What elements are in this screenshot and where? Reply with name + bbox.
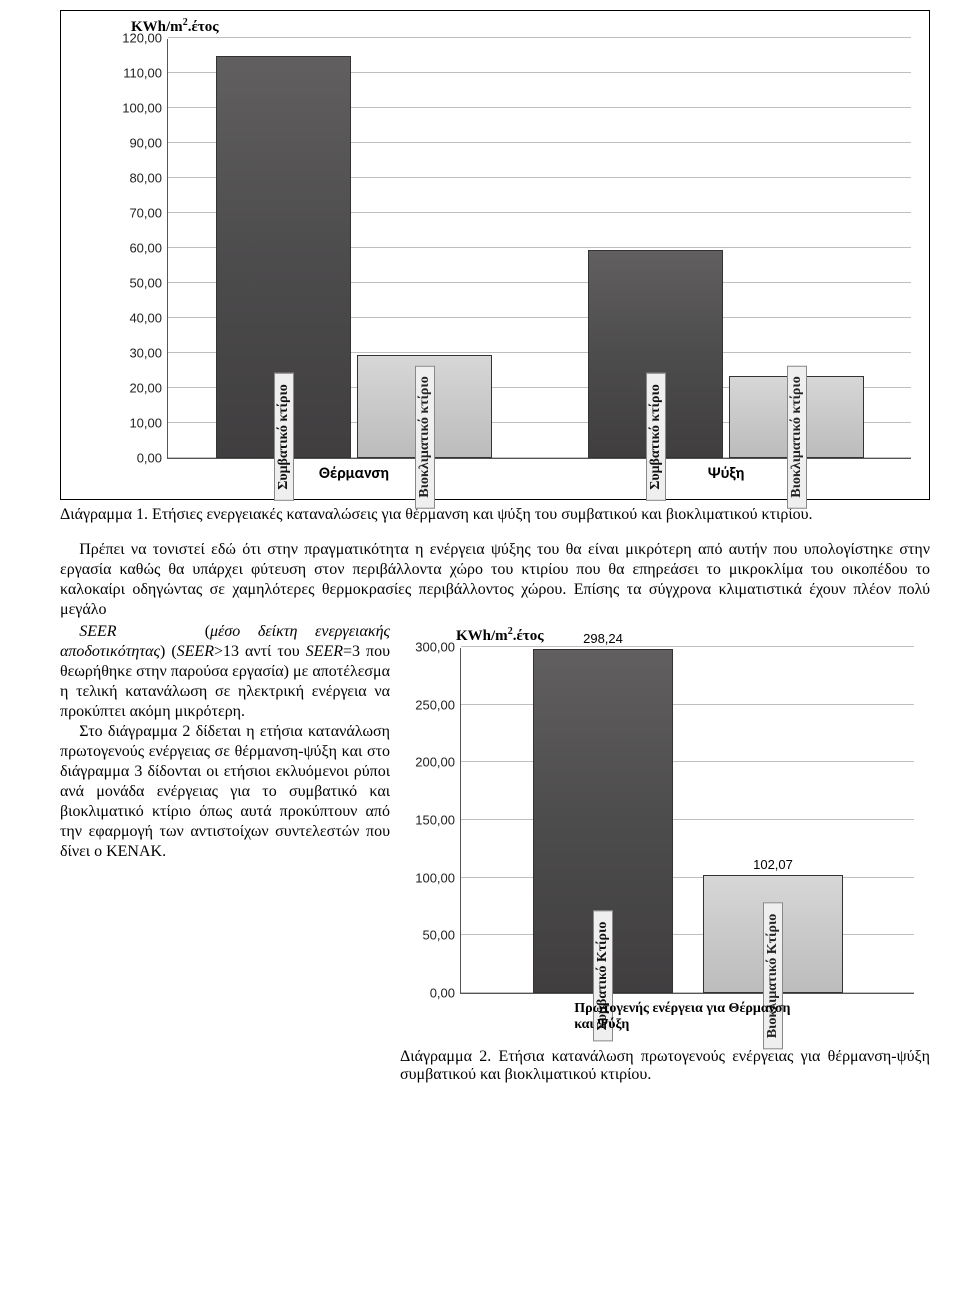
- right-chart-column: KWh/m2.έτος 0,0050,00100,00150,00200,002…: [400, 622, 930, 1084]
- chart1-y-tick-label: 30,00: [129, 346, 162, 361]
- chart2-gridline: [461, 704, 914, 705]
- chart1-plot-area: 0,0010,0020,0030,0040,0050,0060,0070,008…: [167, 39, 911, 459]
- chart1-bar-label: Συμβατικό κτίριο: [274, 373, 294, 501]
- chart1-gridline: [168, 37, 911, 38]
- chart1-bar-label: Συμβατικό κτίριο: [646, 373, 666, 501]
- chart2-bar: 102,07Βιοκλιματικό Κτίριο: [703, 875, 843, 993]
- chart2-y-tick-label: 100,00: [415, 870, 455, 885]
- chart1-y-tick-label: 0,00: [137, 451, 162, 466]
- chart2-box: KWh/m2.έτος 0,0050,00100,00150,00200,002…: [400, 622, 930, 1042]
- page: KWh/m2.έτος 0,0010,0020,0030,0040,0050,0…: [0, 0, 960, 1104]
- chart2-y-tick-label: 50,00: [422, 928, 455, 943]
- chart1-y-tick-label: 110,00: [123, 66, 162, 81]
- lower-row: SEER (μέσο δείκτη ενεργειακής αποδοτικότ…: [60, 622, 930, 1084]
- chart2-gridline: [461, 646, 914, 647]
- chart1-x-category-label: Θέρμανση: [319, 464, 389, 483]
- chart1-bar: Βιοκλιματικό κτίριο: [729, 376, 864, 458]
- chart1-bar: Συμβατικό κτίριο: [588, 250, 723, 458]
- chart2-bar-value-label: 102,07: [753, 857, 793, 872]
- chart1-bar: Βιοκλιματικό κτίριο: [357, 355, 492, 458]
- chart2-y-tick-label: 0,00: [430, 986, 455, 1001]
- chart1-y-tick-label: 120,00: [122, 31, 162, 46]
- chart2-plot-area: 0,0050,00100,00150,00200,00250,00300,002…: [460, 648, 914, 994]
- chart1-bar-label: Βιοκλιματικό κτίριο: [415, 365, 435, 508]
- paragraph-left-b: Στο διάγραμμα 2 δίδεται η ετήσια κατανάλ…: [60, 722, 390, 862]
- chart2-gridline: [461, 761, 914, 762]
- seer-line: SEER (μέσο δείκτη ενεργειακής αποδοτικότ…: [60, 622, 390, 722]
- seer-label: SEER: [79, 623, 116, 640]
- chart2-y-tick-label: 300,00: [415, 640, 455, 655]
- chart2-y-tick-label: 250,00: [415, 697, 455, 712]
- left-text-column: SEER (μέσο δείκτη ενεργειακής αποδοτικότ…: [60, 622, 390, 862]
- chart2-gridline: [461, 934, 914, 935]
- chart1-y-tick-label: 80,00: [129, 171, 162, 186]
- chart1-y-tick-label: 70,00: [129, 206, 162, 221]
- chart2-bar-value-label: 298,24: [583, 631, 623, 646]
- chart1-x-category-label: Ψύξη: [708, 464, 745, 483]
- chart2-gridline: [461, 819, 914, 820]
- chart1-bar: Συμβατικό κτίριο: [216, 56, 351, 459]
- chart1-y-tick-label: 10,00: [129, 416, 162, 431]
- chart1-box: KWh/m2.έτος 0,0010,0020,0030,0040,0050,0…: [60, 10, 930, 500]
- chart2-y-tick-label: 200,00: [415, 755, 455, 770]
- chart2-gridline: [461, 992, 914, 993]
- chart1-y-tick-label: 60,00: [129, 241, 162, 256]
- chart2-gridline: [461, 877, 914, 878]
- chart1-y-tick-label: 50,00: [129, 276, 162, 291]
- chart1-bar-label: Βιοκλιματικό κτίριο: [787, 365, 807, 508]
- chart1-y-tick-label: 90,00: [129, 136, 162, 151]
- paragraph-1: Πρέπει να τονιστεί εδώ ότι στην πραγματι…: [60, 540, 930, 620]
- chart1-y-tick-label: 20,00: [129, 381, 162, 396]
- chart2-y-tick-label: 150,00: [415, 813, 455, 828]
- chart2-y-axis-title: KWh/m2.έτος: [456, 626, 544, 645]
- chart2-x-axis-title: Πρωτογενής ενέργεια για Θέρμανση και Ψύξ…: [574, 1001, 801, 1033]
- chart2-bar: 298,24Συμβατικό Κτίριο: [533, 649, 673, 993]
- chart1-y-tick-label: 100,00: [122, 101, 162, 116]
- chart2-caption: Διάγραμμα 2. Ετήσια κατανάλωση πρωτογενο…: [400, 1048, 930, 1084]
- chart1-y-tick-label: 40,00: [129, 311, 162, 326]
